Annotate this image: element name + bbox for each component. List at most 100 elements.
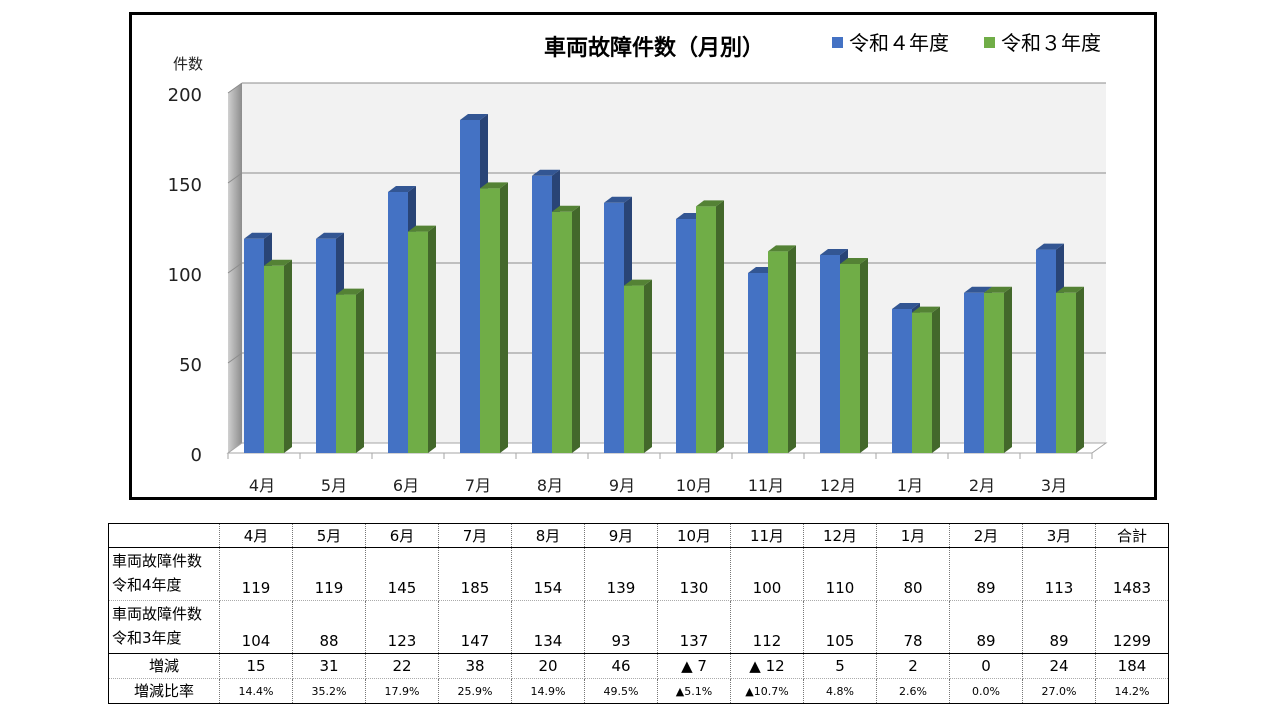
bar — [624, 279, 652, 453]
table-cell: 0 — [949, 653, 1023, 679]
table-cell: 1483 — [1095, 547, 1169, 601]
table-cell: 134 — [511, 600, 585, 654]
x-tick-label: 1月 — [897, 476, 923, 495]
bar-front — [1036, 249, 1056, 453]
chart-panel: 0 50 100 150 200 件数 4月 5月 6月 7月 8月 9月 10月 11月 12月 1月 2月 3… — [129, 12, 1157, 500]
table-cell: 89 — [949, 600, 1023, 654]
table-row: 増減 15 31 22 38 20 46 ▲ 7 ▲ 12 5 2 0 24 184 — [108, 653, 1169, 679]
x-tick-label: 11月 — [748, 476, 784, 495]
table-row-label: 増減比率 — [108, 678, 220, 704]
bar-front — [604, 202, 624, 453]
table-header-row: 4月 5月 6月 7月 8月 9月 10月 11月 12月 1月 2月 3月 合計 — [108, 523, 1169, 548]
bar — [264, 259, 292, 453]
table-cell: 119 — [219, 547, 293, 601]
table-cell: 14.2% — [1095, 678, 1169, 704]
row-label-line1: 増減比率 — [133, 682, 194, 700]
bar-top — [532, 169, 560, 176]
bar-side — [932, 306, 940, 453]
data-table: 4月 5月 6月 7月 8月 9月 10月 11月 12月 1月 2月 3月 合計 車両故障件数 令和4年… — [108, 523, 1169, 704]
table-cell: 123 — [365, 600, 439, 654]
table-cell: 147 — [438, 600, 512, 654]
row-label-line1: 車両故障件数 — [112, 605, 203, 623]
table-cell: 89 — [1022, 600, 1096, 654]
x-tick-label: 5月 — [321, 476, 347, 495]
bar-side — [1076, 286, 1084, 453]
bar-front — [768, 251, 788, 453]
bar-top — [388, 186, 416, 192]
bar-top — [604, 196, 632, 203]
bar — [840, 258, 868, 453]
table-cell: ▲ 12 — [730, 653, 804, 679]
table-cell: 0.0% — [949, 678, 1023, 704]
bar-front — [748, 273, 768, 453]
bar-front — [696, 206, 716, 453]
bar-top — [840, 258, 868, 264]
table-cell: 88 — [292, 600, 366, 654]
gridline-side — [227, 172, 243, 184]
row-label-line1: 車両故障件数 — [112, 552, 203, 570]
bar-front — [984, 292, 1004, 453]
table-cell: ▲5.1% — [657, 678, 731, 704]
row-label-line2: 令和3年度 — [112, 629, 182, 647]
bar-side — [716, 200, 724, 453]
bar-top — [336, 288, 364, 295]
table-cell: 20 — [511, 653, 585, 679]
table-cell: 139 — [584, 547, 658, 601]
x-tick-label: 8月 — [537, 476, 563, 495]
gridline-side — [227, 82, 243, 94]
table-cell: 2 — [876, 653, 950, 679]
table-cell: 154 — [511, 547, 585, 601]
bar-top — [1036, 243, 1064, 250]
bar-front — [460, 120, 480, 453]
y-tick-label: 150 — [168, 175, 202, 196]
bar-top — [460, 114, 488, 120]
table-header-month: 11月 — [730, 523, 804, 548]
table-cell: 93 — [584, 600, 658, 654]
table-cell: 22 — [365, 653, 439, 679]
table-cell: 2.6% — [876, 678, 950, 704]
table-cell: 35.2% — [292, 678, 366, 704]
table-cell: 17.9% — [365, 678, 439, 704]
table-row: 増減比率 14.4% 35.2% 17.9% 25.9% 14.9% 49.5% ▲5.1% ▲… — [108, 678, 1169, 704]
table-cell: ▲10.7% — [730, 678, 804, 704]
bar-side — [428, 225, 436, 453]
bar-front — [264, 265, 284, 453]
table-header-month: 8月 — [511, 523, 585, 548]
table-cell: 80 — [876, 547, 950, 601]
table-header-month: 1月 — [876, 523, 950, 548]
bar-top — [820, 249, 848, 255]
table-cell: 15 — [219, 653, 293, 679]
bar-front — [408, 231, 428, 453]
gridline-side — [227, 352, 243, 364]
x-tick-label: 7月 — [465, 476, 491, 495]
y-tick-label: 200 — [168, 85, 202, 106]
y-tick-label: 100 — [168, 265, 202, 286]
gridline-side — [227, 262, 243, 274]
table-cell: 14.9% — [511, 678, 585, 704]
bar — [1056, 286, 1084, 453]
bar — [336, 288, 364, 453]
y-axis-label: 件数 — [173, 55, 203, 73]
x-tick-label: 3月 — [1041, 476, 1067, 495]
bar — [912, 306, 940, 453]
table-cell: 119 — [292, 547, 366, 601]
bar-top — [696, 200, 724, 207]
chart-title: 車両故障件数（月別） — [544, 35, 764, 61]
bar-top — [480, 182, 508, 189]
bar-front — [316, 238, 336, 453]
bar — [768, 245, 796, 453]
bar-front — [480, 188, 500, 453]
bar-front — [964, 292, 984, 453]
bar-top — [552, 205, 580, 212]
bar-side — [788, 245, 796, 453]
bar-side — [572, 205, 580, 453]
x-tick-label: 6月 — [393, 476, 419, 495]
x-tick-label: 2月 — [969, 476, 995, 495]
table-header-month: 9月 — [584, 523, 658, 548]
bar-top — [408, 225, 436, 232]
table-cell: 24 — [1022, 653, 1096, 679]
x-tick-label: 12月 — [820, 476, 856, 495]
legend-swatch — [832, 37, 843, 48]
table-cell: 184 — [1095, 653, 1169, 679]
table-cell: 100 — [730, 547, 804, 601]
